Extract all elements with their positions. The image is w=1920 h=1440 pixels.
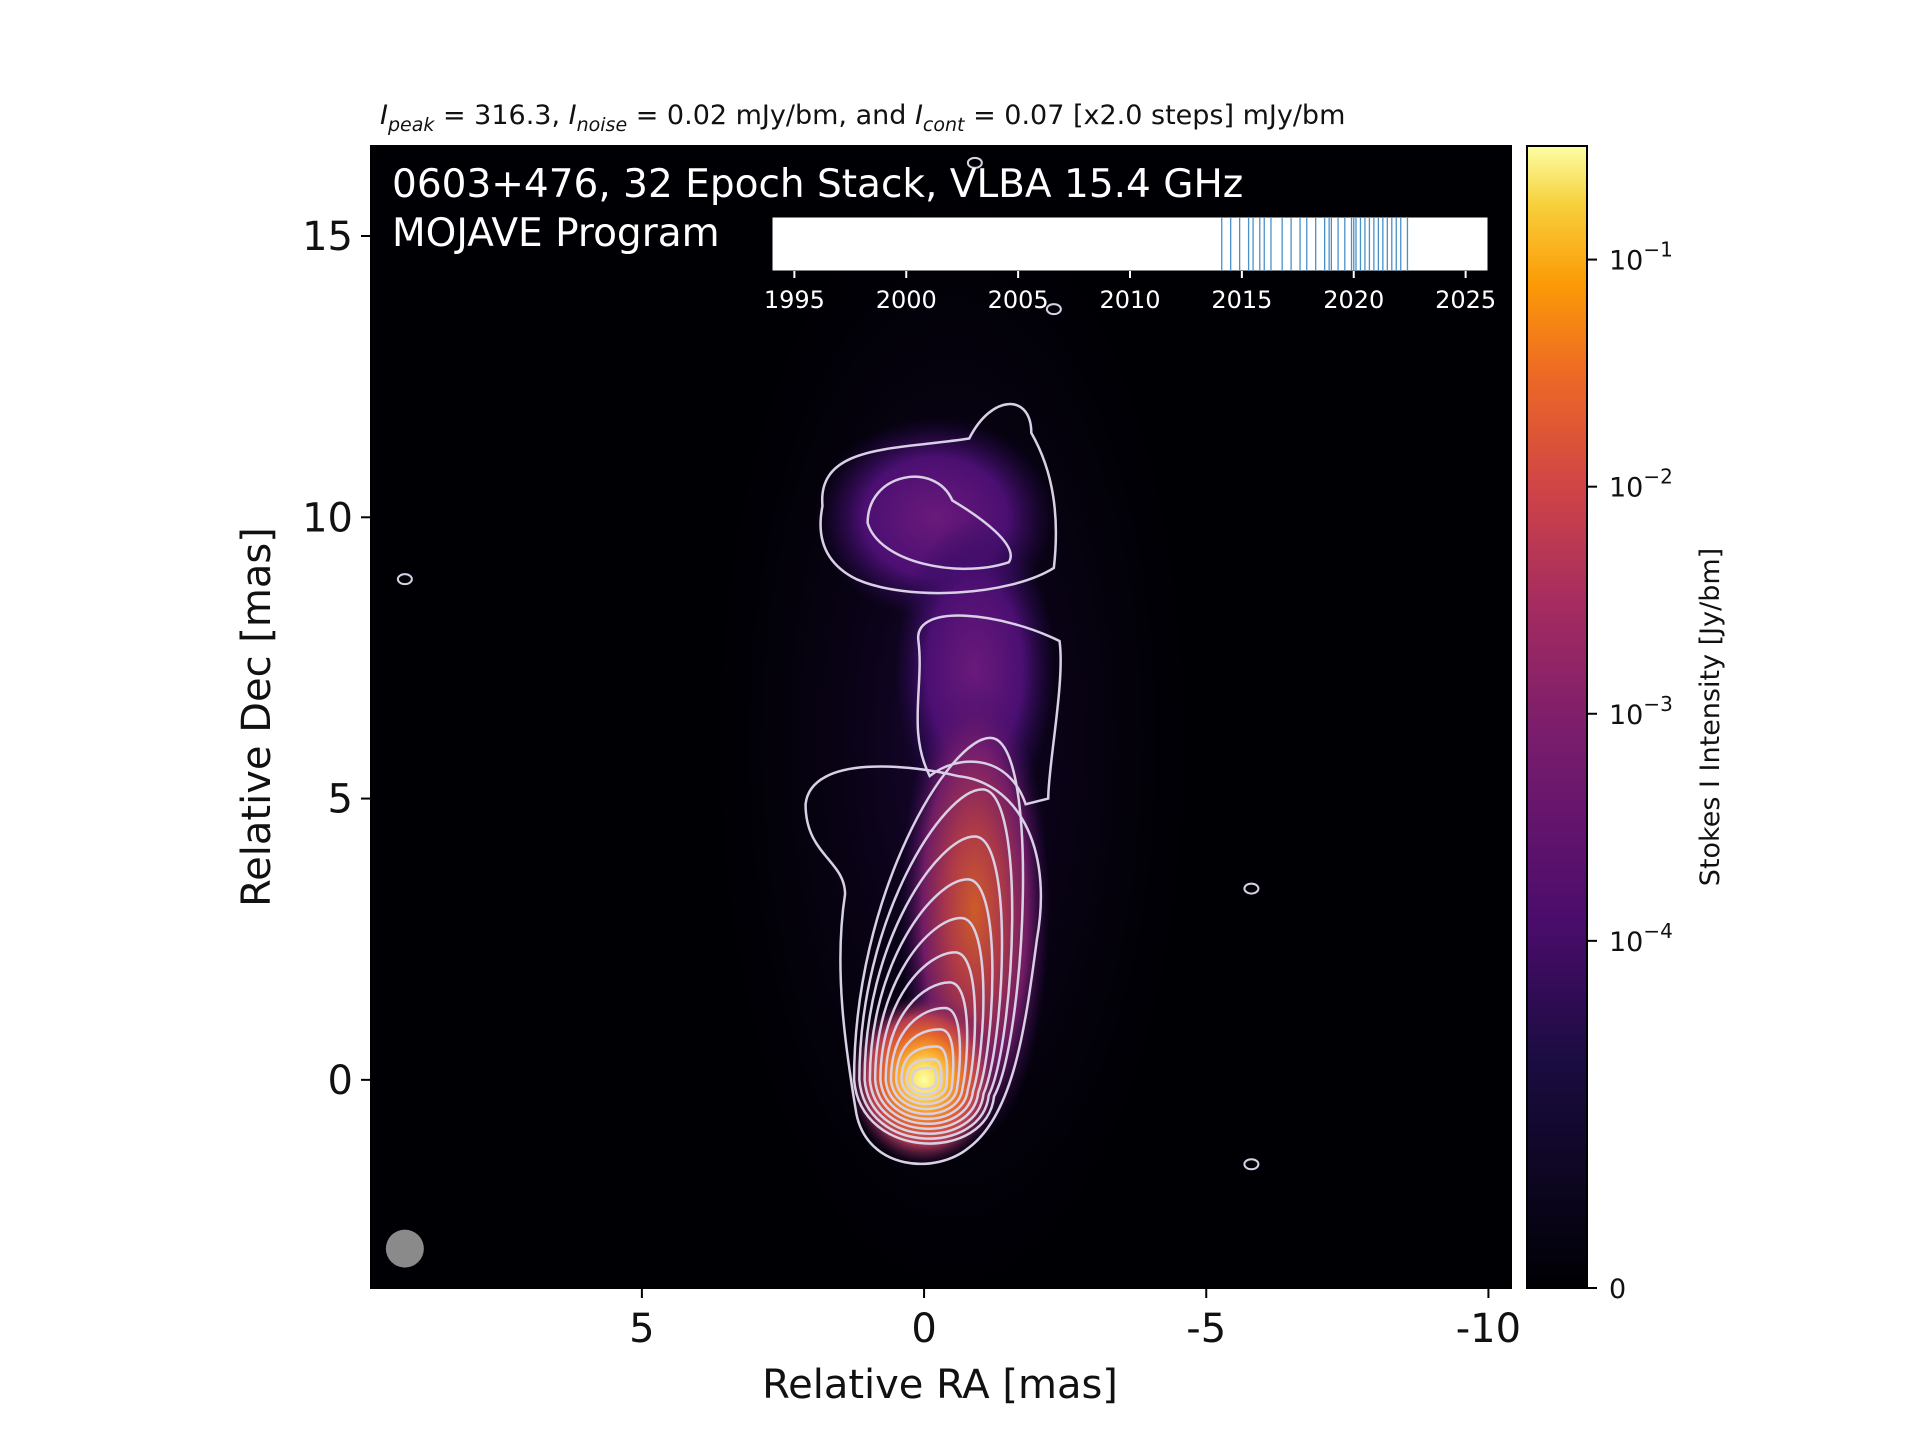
contour-island xyxy=(396,573,413,586)
beam-ellipse xyxy=(385,1229,424,1268)
colorbar-label: Stokes I Intensity [Jy/bm] xyxy=(1695,548,1726,886)
colorbar-tick-label: 10−4 xyxy=(1609,919,1673,958)
y-axis: 0 5 10 15 xyxy=(302,214,371,1104)
y-tick-label: 0 xyxy=(328,1058,353,1104)
colorbar-tick-label: 0 xyxy=(1609,1274,1626,1305)
contour-middle xyxy=(916,614,1062,806)
epoch-tick-label: 2015 xyxy=(1211,286,1272,314)
cont-value: = 0.07 [x2.0 steps] mJy/bm xyxy=(964,100,1346,131)
cont-symbol: I xyxy=(914,100,923,131)
y-axis-label: Relative Dec [mas] xyxy=(234,527,280,907)
contour-level xyxy=(852,736,1025,1145)
plot-frame xyxy=(370,145,1512,1289)
y-tick-label: 5 xyxy=(328,777,353,823)
y-tick-label: 15 xyxy=(302,214,353,260)
contour-level xyxy=(858,788,1014,1140)
contour-level xyxy=(895,1028,955,1106)
epoch-tick-label: 2005 xyxy=(988,286,1049,314)
contour-level xyxy=(863,835,1004,1135)
x-tick-label: 5 xyxy=(629,1306,654,1352)
y-tick-label: 10 xyxy=(302,495,353,541)
colorbar-ticks: 0 10−4 10−3 10−2 10−1 xyxy=(1587,238,1673,1305)
contour-level xyxy=(900,1045,949,1101)
peak-value: = 316.3, xyxy=(434,100,569,131)
contour-island xyxy=(1243,1158,1260,1171)
epoch-timeline xyxy=(771,216,1489,272)
x-tick-label: -10 xyxy=(1456,1306,1521,1352)
contour-island xyxy=(1045,303,1062,316)
contour-island xyxy=(966,156,983,169)
program-label: MOJAVE Program xyxy=(392,211,720,256)
colorbar-tick-label: 10−2 xyxy=(1609,465,1673,504)
epoch-tick-label: 1995 xyxy=(764,286,825,314)
contour-level xyxy=(873,916,985,1125)
noise-symbol: I xyxy=(568,100,577,131)
contour-outer-jet xyxy=(804,765,1043,1166)
epoch-ticks xyxy=(1221,217,1409,271)
colorbar-tick-label: 10−3 xyxy=(1609,692,1673,731)
x-axis-label: Relative RA [mas] xyxy=(762,1362,1118,1408)
contour-inner-lobe xyxy=(866,475,1012,571)
contour-level xyxy=(889,1006,962,1111)
contour-outer-lobe xyxy=(819,402,1058,595)
noise-value: = 0.02 mJy/bm, and xyxy=(627,100,915,131)
peak-subscript: peak xyxy=(387,114,435,136)
epoch-axis: 1995 2000 2005 2010 2015 2020 2025 xyxy=(764,271,1496,314)
contour-island xyxy=(1243,882,1260,895)
epoch-tick-label: 2020 xyxy=(1323,286,1384,314)
x-axis: 5 0 -5 -10 xyxy=(629,1288,1521,1352)
epoch-tick-label: 2000 xyxy=(876,286,937,314)
contour-level xyxy=(879,951,977,1120)
colorbar xyxy=(1526,145,1588,1289)
contour-level xyxy=(884,981,969,1116)
contour-lines xyxy=(396,156,1260,1171)
jet-core xyxy=(849,994,1000,1165)
contour-level xyxy=(905,1058,943,1096)
cont-subscript: cont xyxy=(922,114,965,136)
contour-level xyxy=(868,878,994,1130)
peak-symbol: I xyxy=(380,100,388,131)
colorbar-tick-label: 10−1 xyxy=(1609,238,1673,277)
epoch-tick-label: 2010 xyxy=(1099,286,1160,314)
epoch-tick-label: 2025 xyxy=(1435,286,1496,314)
source-title: 0603+476, 32 Epoch Stack, VLBA 15.4 GHz xyxy=(392,162,1243,207)
x-tick-label: -5 xyxy=(1186,1306,1226,1352)
image-statistics-header: Ipeak = 316.3, Inoise = 0.02 mJy/bm, and… xyxy=(380,100,1480,136)
contour-level xyxy=(910,1066,938,1091)
x-tick-label: 0 xyxy=(911,1306,936,1352)
noise-subscript: noise xyxy=(576,114,628,136)
